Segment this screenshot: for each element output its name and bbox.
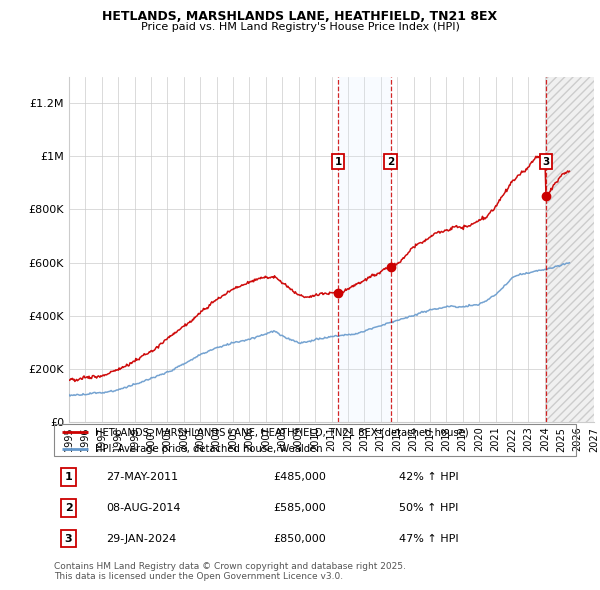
Text: £585,000: £585,000 — [273, 503, 326, 513]
Text: 29-JAN-2024: 29-JAN-2024 — [106, 533, 176, 543]
Text: Contains HM Land Registry data © Crown copyright and database right 2025.
This d: Contains HM Land Registry data © Crown c… — [54, 562, 406, 581]
Text: 1: 1 — [335, 157, 342, 166]
Text: HETLANDS, MARSHLANDS LANE, HEATHFIELD, TN21 8EX (detached house): HETLANDS, MARSHLANDS LANE, HEATHFIELD, T… — [95, 427, 469, 437]
Text: HPI: Average price, detached house, Wealden: HPI: Average price, detached house, Weal… — [95, 444, 322, 454]
Text: 47% ↑ HPI: 47% ↑ HPI — [398, 533, 458, 543]
Text: 42% ↑ HPI: 42% ↑ HPI — [398, 472, 458, 482]
Bar — [546, 77, 594, 422]
Text: Price paid vs. HM Land Registry's House Price Index (HPI): Price paid vs. HM Land Registry's House … — [140, 22, 460, 32]
Text: HETLANDS, MARSHLANDS LANE, HEATHFIELD, TN21 8EX: HETLANDS, MARSHLANDS LANE, HEATHFIELD, T… — [103, 10, 497, 23]
Bar — [546, 77, 594, 422]
Text: 50% ↑ HPI: 50% ↑ HPI — [398, 503, 458, 513]
Text: 3: 3 — [542, 157, 550, 166]
Text: 27-MAY-2011: 27-MAY-2011 — [106, 472, 178, 482]
Text: 3: 3 — [65, 533, 73, 543]
Text: 2: 2 — [65, 503, 73, 513]
Text: 08-AUG-2014: 08-AUG-2014 — [106, 503, 181, 513]
Text: 2: 2 — [387, 157, 394, 166]
Text: £850,000: £850,000 — [273, 533, 326, 543]
Text: 1: 1 — [65, 472, 73, 482]
Text: £485,000: £485,000 — [273, 472, 326, 482]
Bar — [338, 77, 391, 422]
